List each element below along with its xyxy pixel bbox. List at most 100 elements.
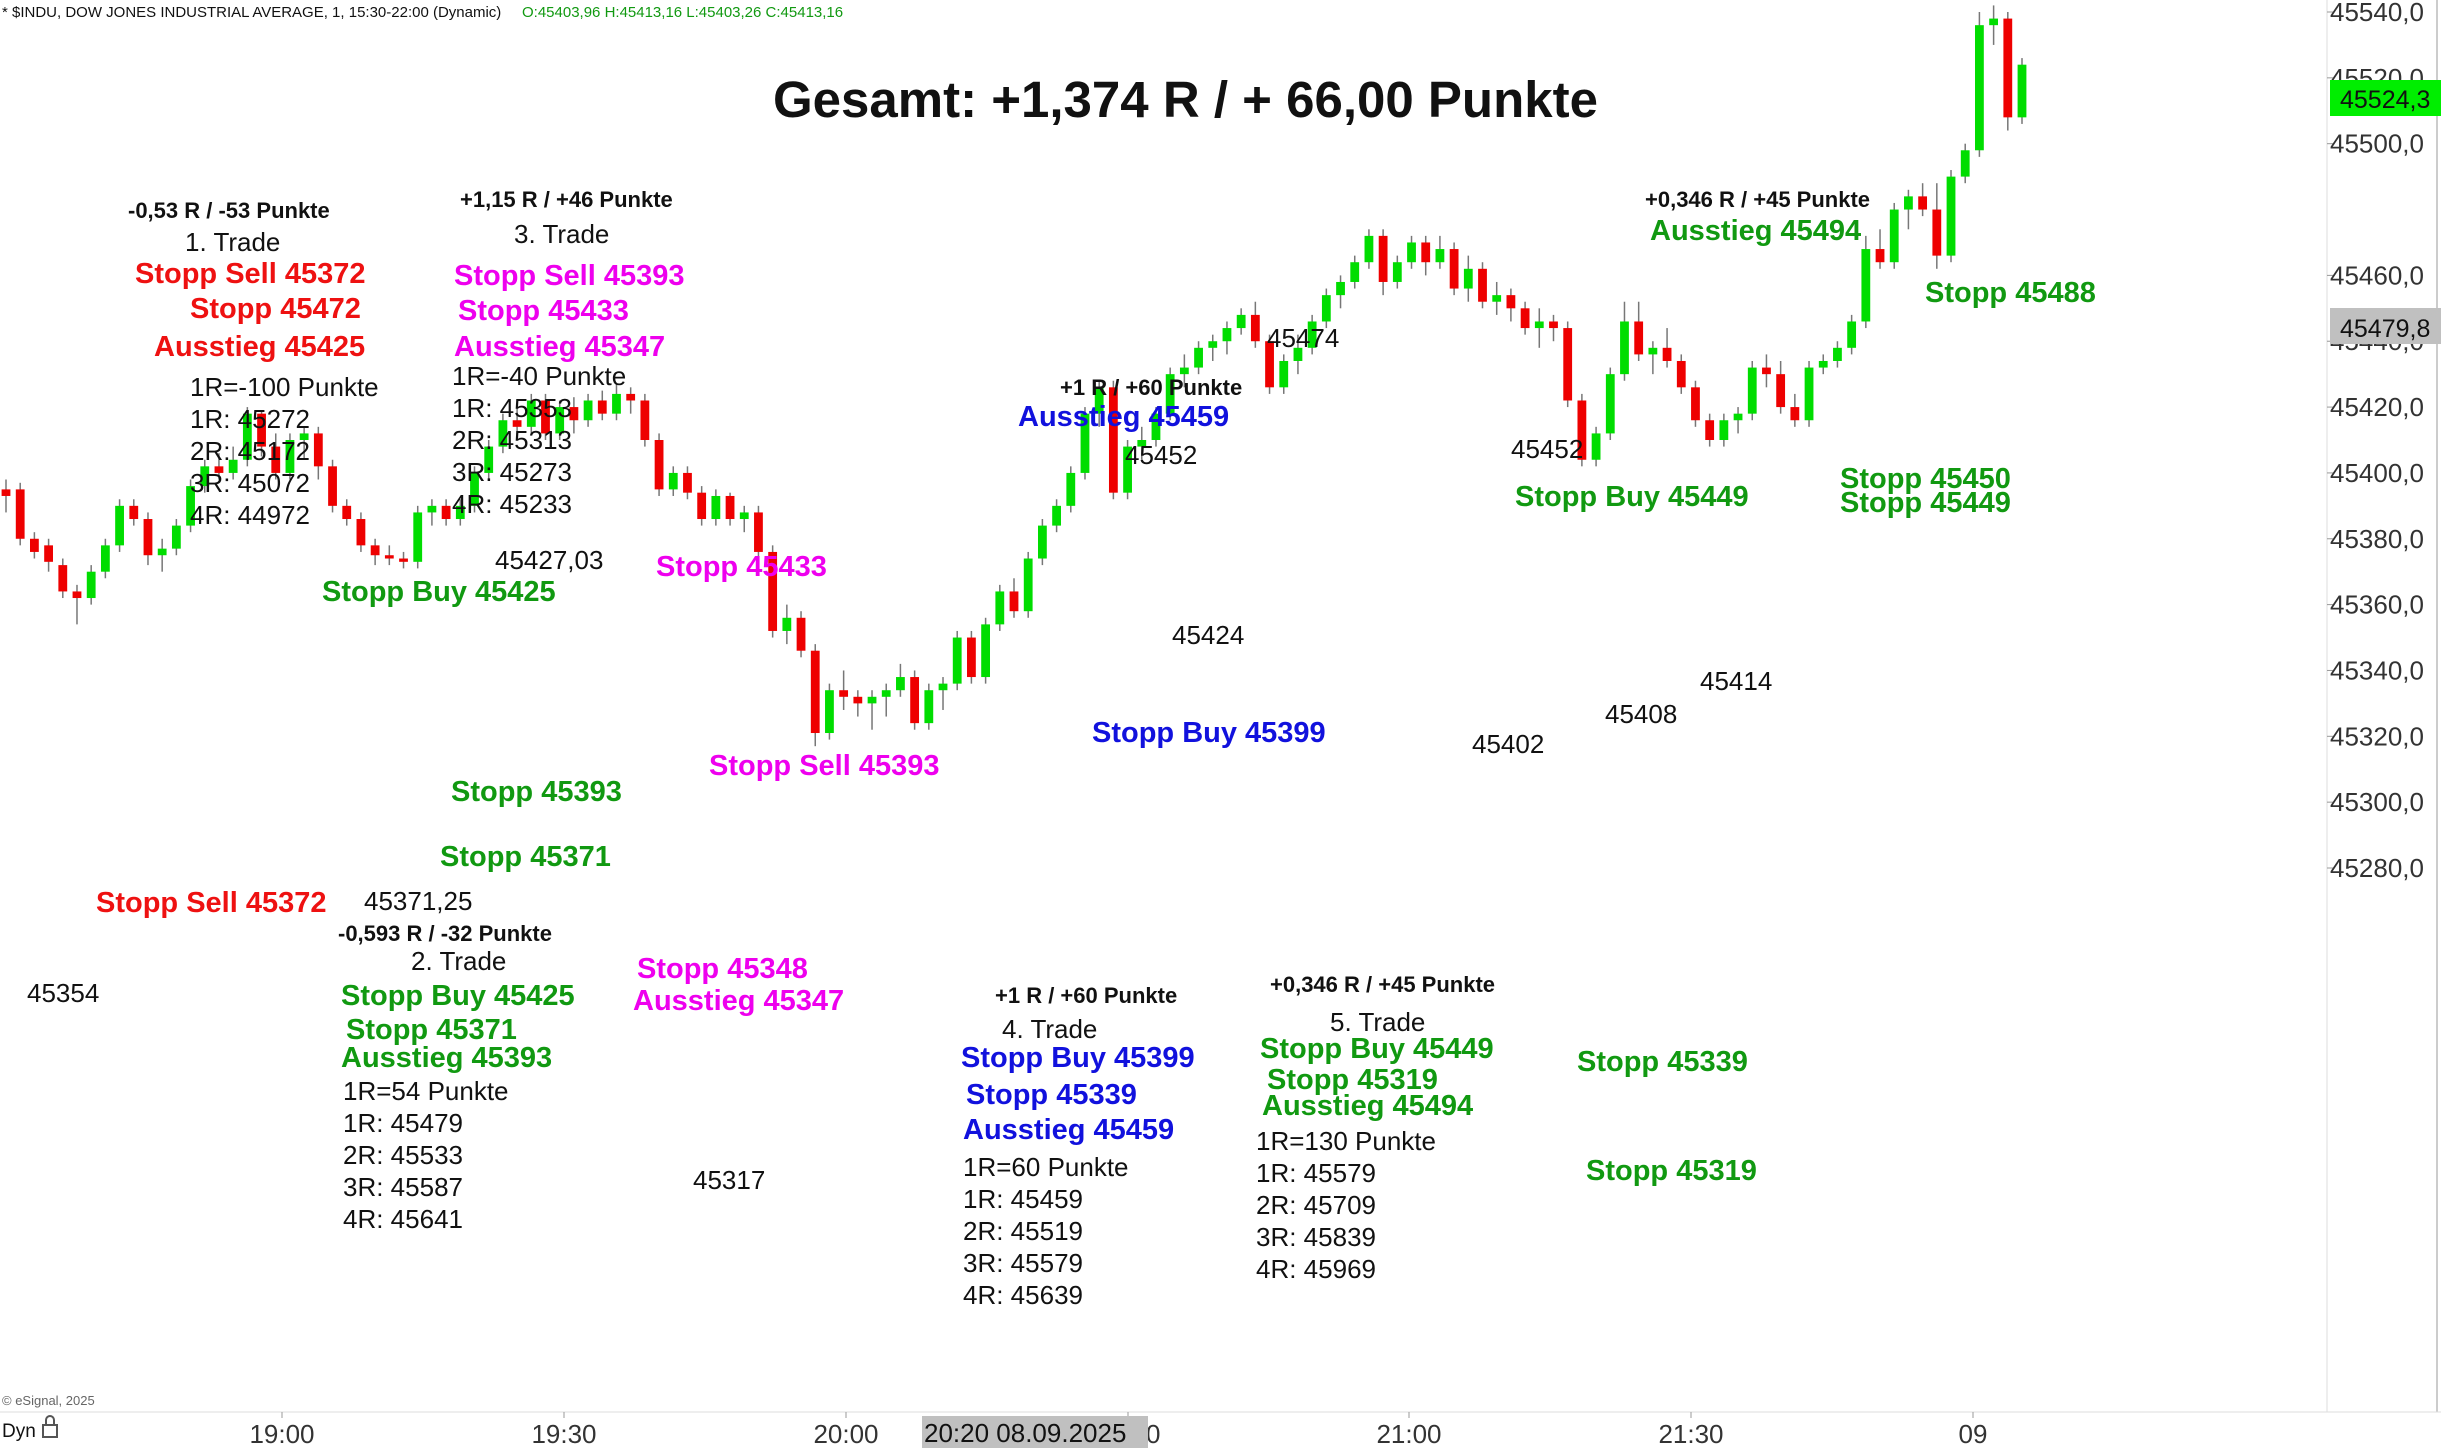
candle-down: [1520, 301, 1530, 335]
candle-up: [1080, 407, 1090, 480]
stopp-label: Stopp 45433: [656, 551, 827, 583]
last-price-label: 45524,3: [2340, 86, 2430, 114]
candle-up: [1123, 440, 1132, 500]
candle-down: [1009, 578, 1019, 618]
candle-up: [1804, 360, 1814, 427]
candle-body: [1847, 321, 1857, 348]
candle-body: [1350, 262, 1360, 282]
trade1-annotation: -0,53 R / -53 Punkte 1. Trade Stopp Sell…: [128, 198, 379, 530]
candle-down: [697, 486, 707, 526]
price-label: 45354: [27, 978, 99, 1008]
trade4-exit: Ausstieg 45459: [963, 1114, 1174, 1146]
trade2-r-line: 2R: 45533: [343, 1140, 463, 1170]
candle-body: [356, 519, 366, 546]
candle-up: [1591, 426, 1601, 467]
dynamic-mode-label[interactable]: Dyn: [2, 1421, 36, 1442]
trade4-result: +1 R / +60 Punkte: [995, 983, 1177, 1008]
candle-down: [1378, 229, 1388, 296]
candle-down: [910, 670, 920, 730]
candle-body: [1151, 413, 1161, 440]
candle-body: [1165, 374, 1175, 414]
candle-body: [257, 413, 266, 447]
candle-up: [995, 584, 1005, 631]
candle-up: [228, 446, 238, 480]
candle-up: [200, 459, 210, 493]
trade3-annotation: +1,15 R / +46 Punkte 3. Trade Stopp Sell…: [452, 187, 685, 519]
stopp-label: Stopp 45450: [1840, 463, 2011, 495]
trade2-r-line: 3R: 45587: [343, 1172, 463, 1202]
candle-body: [2003, 18, 2013, 118]
price-label: 45474: [1267, 323, 1339, 353]
candle-body: [1932, 209, 1942, 256]
candle-down: [1506, 288, 1516, 322]
candle-down: [1549, 314, 1558, 342]
candle-body: [1804, 367, 1814, 421]
x-tick-label: 21:00: [1376, 1419, 1441, 1449]
candle-down: [1478, 262, 1487, 309]
candle-up: [583, 393, 593, 427]
trade3-result: +1,15 R / +46 Punkte: [460, 187, 673, 212]
stopp-sell-label: Stopp Sell 45372: [96, 887, 327, 919]
candle-body: [171, 525, 181, 549]
trade2-name: 2. Trade: [411, 946, 506, 976]
candle-body: [271, 446, 281, 473]
trade5-r-line: 3R: 45839: [1256, 1222, 1376, 1252]
candle-down: [441, 499, 451, 526]
trade1-exit: Ausstieg 45425: [154, 331, 365, 363]
candle-up: [1960, 143, 1970, 184]
candle-up: [1648, 341, 1658, 375]
candle-up: [1847, 314, 1857, 355]
candle-body: [228, 459, 238, 473]
candle-body: [1833, 347, 1842, 361]
candle-down: [1676, 354, 1686, 394]
candle-up: [455, 499, 465, 526]
stopp-label: Stopp 45319: [1586, 1155, 1757, 1187]
candle-down: [1790, 393, 1800, 427]
candle-body: [1520, 308, 1530, 329]
candle-body: [1435, 249, 1445, 263]
candle-up: [427, 499, 437, 526]
candle-up: [2017, 58, 2027, 124]
candle-body: [1023, 558, 1033, 612]
x-tick-label: 20:00: [813, 1419, 878, 1449]
candle-body: [100, 545, 110, 572]
trade4-r-line: 4R: 45639: [963, 1280, 1083, 1310]
x-tick-label: 21:30: [1658, 1419, 1723, 1449]
candle-up: [171, 519, 181, 556]
candle-down: [1449, 242, 1459, 296]
candle-up: [186, 479, 195, 533]
candle-down: [72, 584, 82, 625]
candle-up: [1321, 288, 1331, 329]
candle-down: [725, 492, 735, 526]
candle-body: [1307, 321, 1317, 348]
candle-body: [1762, 367, 1771, 375]
candle-down: [1662, 328, 1672, 368]
candle-up: [526, 393, 536, 434]
candle-body: [1321, 295, 1331, 322]
candle-down: [58, 558, 68, 599]
candle-body: [484, 446, 494, 473]
candle-up: [1889, 202, 1899, 269]
candle-up: [924, 683, 934, 730]
chart-info-text: * $INDU, DOW JONES INDUSTRIAL AVERAGE, 1…: [2, 4, 501, 21]
crosshair-time-label: 20:20 08.09.2025: [924, 1418, 1126, 1448]
candle-down: [512, 407, 522, 440]
price-axis[interactable]: 45540,045520,045500,045460,045440,045420…: [2326, 0, 2441, 1412]
candle-down: [1563, 321, 1573, 408]
candle-up: [867, 690, 877, 730]
candle-body: [924, 690, 934, 724]
candle-body: [384, 555, 394, 559]
y-tick-label: 45320,0: [2330, 721, 2424, 751]
candle-up: [938, 677, 948, 710]
candle-body: [1648, 347, 1658, 355]
candle-up: [1023, 551, 1033, 618]
candle-body: [1975, 25, 1984, 151]
trade4-r-line: 2R: 45519: [963, 1216, 1083, 1246]
y-tick-label: 45400,0: [2330, 458, 2424, 488]
chart-labels: 45354 Stopp Sell 45372 45371,25 Stopp Bu…: [27, 187, 2096, 1195]
candle-body: [115, 505, 124, 546]
lock-icon[interactable]: [42, 1415, 58, 1438]
candle-body: [498, 420, 508, 447]
